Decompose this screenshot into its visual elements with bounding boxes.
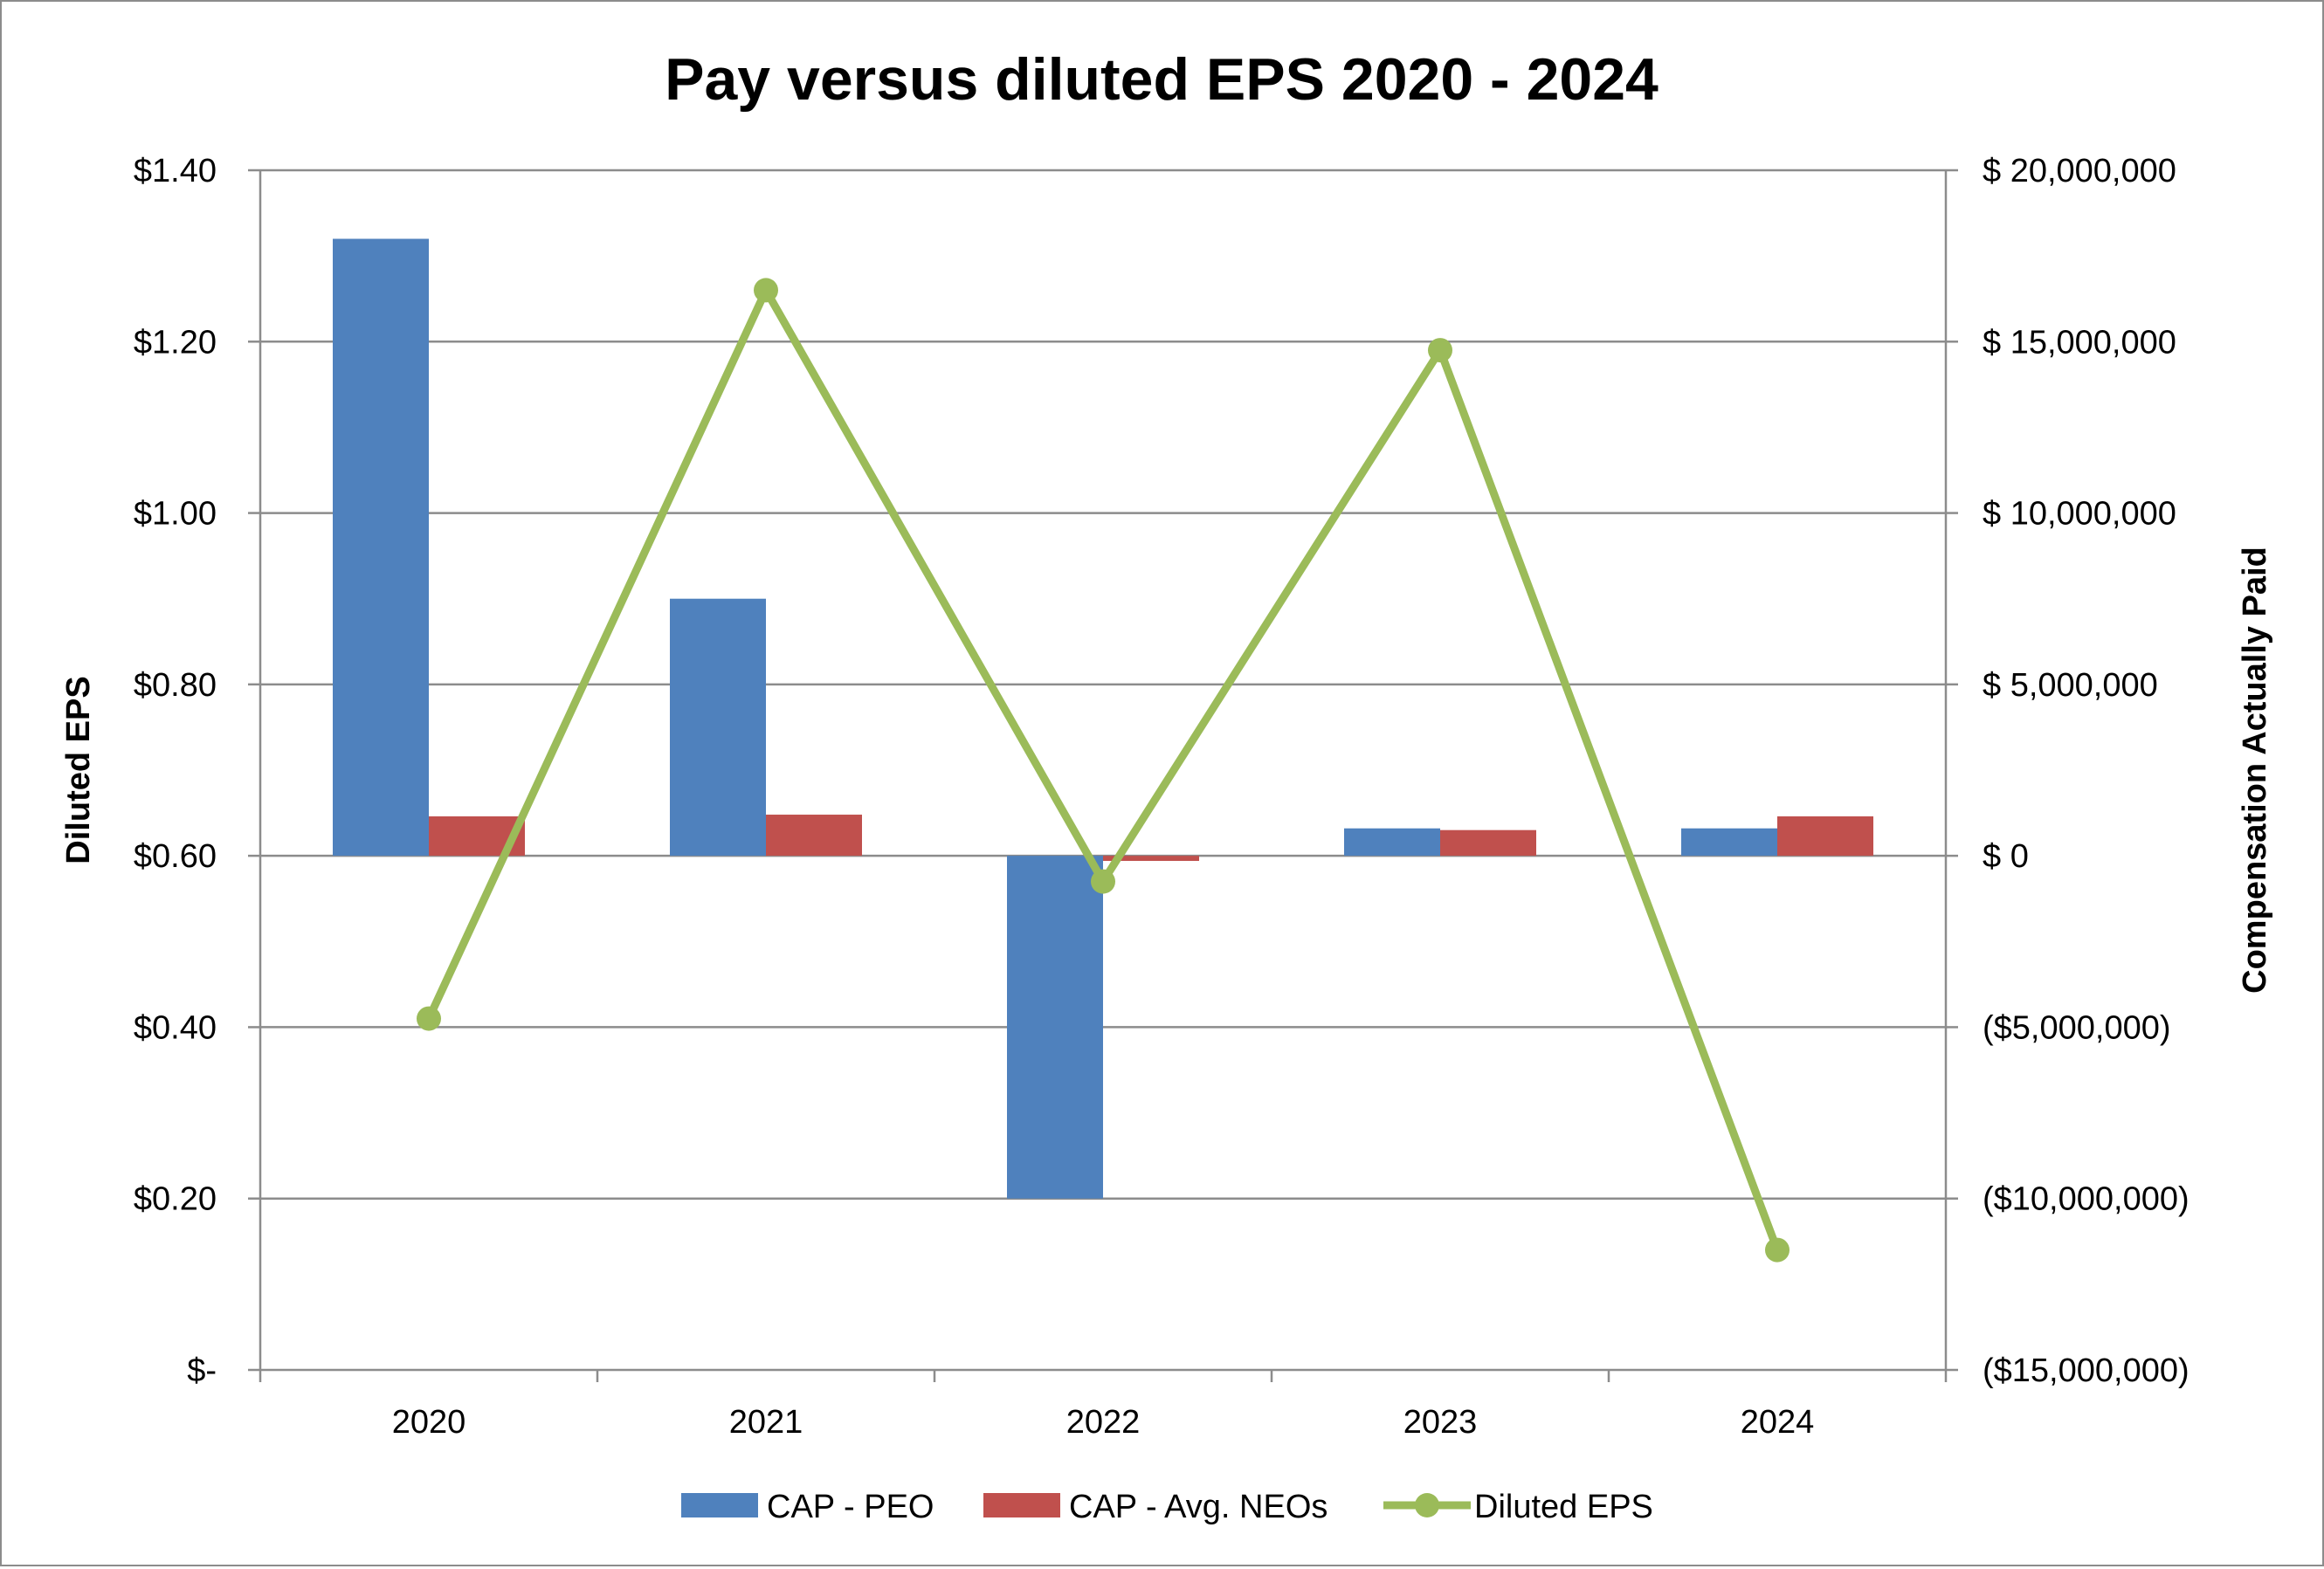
bar	[333, 238, 429, 857]
left-tick-label: $0.80	[134, 667, 217, 704]
legend-marker	[1415, 1493, 1439, 1517]
x-tick-label: 2021	[729, 1404, 803, 1441]
line-series	[417, 278, 1790, 1263]
x-tick-label: 2024	[1741, 1404, 1815, 1441]
eps-point	[1428, 338, 1452, 363]
left-tick-label: $1.40	[134, 153, 217, 189]
bar	[1681, 828, 1777, 857]
legend-swatch	[983, 1493, 1060, 1517]
legend-label: CAP - Avg. NEOs	[1069, 1489, 1328, 1525]
bar-series	[333, 238, 1873, 1199]
chart-title: Pay versus diluted EPS 2020 - 2024	[665, 46, 1659, 113]
bar	[1344, 828, 1440, 857]
left-tick-label: $1.20	[134, 324, 217, 361]
bar	[766, 815, 862, 857]
bar	[670, 598, 766, 857]
left-axis-tick-labels: $- $0.20 $0.40 $0.60 $0.80 $1.00 $1.20 $1.40	[134, 153, 217, 1389]
bar	[1007, 856, 1103, 1199]
left-tick-label: $-	[187, 1352, 217, 1389]
right-axis-label: Compensation Actually Paid	[2237, 547, 2273, 994]
x-tick-label: 2020	[392, 1404, 466, 1441]
right-tick-label: $ 10,000,000	[1983, 496, 2176, 533]
bar	[1440, 829, 1536, 857]
eps-point	[1765, 1237, 1790, 1263]
right-tick-label: $ 15,000,000	[1983, 324, 2176, 361]
eps-point	[754, 278, 778, 303]
legend-label: CAP - PEO	[767, 1489, 934, 1525]
right-tick-label: ($10,000,000)	[1983, 1181, 2190, 1218]
legend: CAP - PEO CAP - Avg. NEOs Diluted EPS	[681, 1489, 1653, 1525]
x-axis-tick-labels: 2020 2021 2022 2023 2024	[392, 1404, 1815, 1441]
right-tick-label: $ 5,000,000	[1983, 667, 2158, 704]
left-axis-label: Diluted EPS	[60, 676, 97, 864]
right-axis-tick-labels: ($15,000,000) ($10,000,000) ($5,000,000) $ …	[1983, 153, 2190, 1389]
eps-point	[1091, 869, 1115, 894]
right-tick-label: ($5,000,000)	[1983, 1009, 2171, 1046]
left-tick-label: $1.00	[134, 496, 217, 533]
right-tick-label: ($15,000,000)	[1983, 1352, 2190, 1389]
bar	[1103, 856, 1199, 862]
left-tick-label: $0.60	[134, 838, 217, 875]
x-tick-label: 2023	[1403, 1404, 1478, 1441]
bar	[1777, 815, 1873, 857]
left-tick-label: $0.40	[134, 1009, 217, 1046]
eps-point	[417, 1006, 441, 1031]
axes	[248, 169, 1958, 1382]
right-tick-label: $ 20,000,000	[1983, 153, 2176, 189]
x-tick-label: 2022	[1066, 1404, 1141, 1441]
legend-swatch	[681, 1493, 758, 1517]
right-tick-label: $ 0	[1983, 838, 2029, 875]
left-tick-label: $0.20	[134, 1181, 217, 1218]
legend-label: Diluted EPS	[1474, 1489, 1653, 1525]
